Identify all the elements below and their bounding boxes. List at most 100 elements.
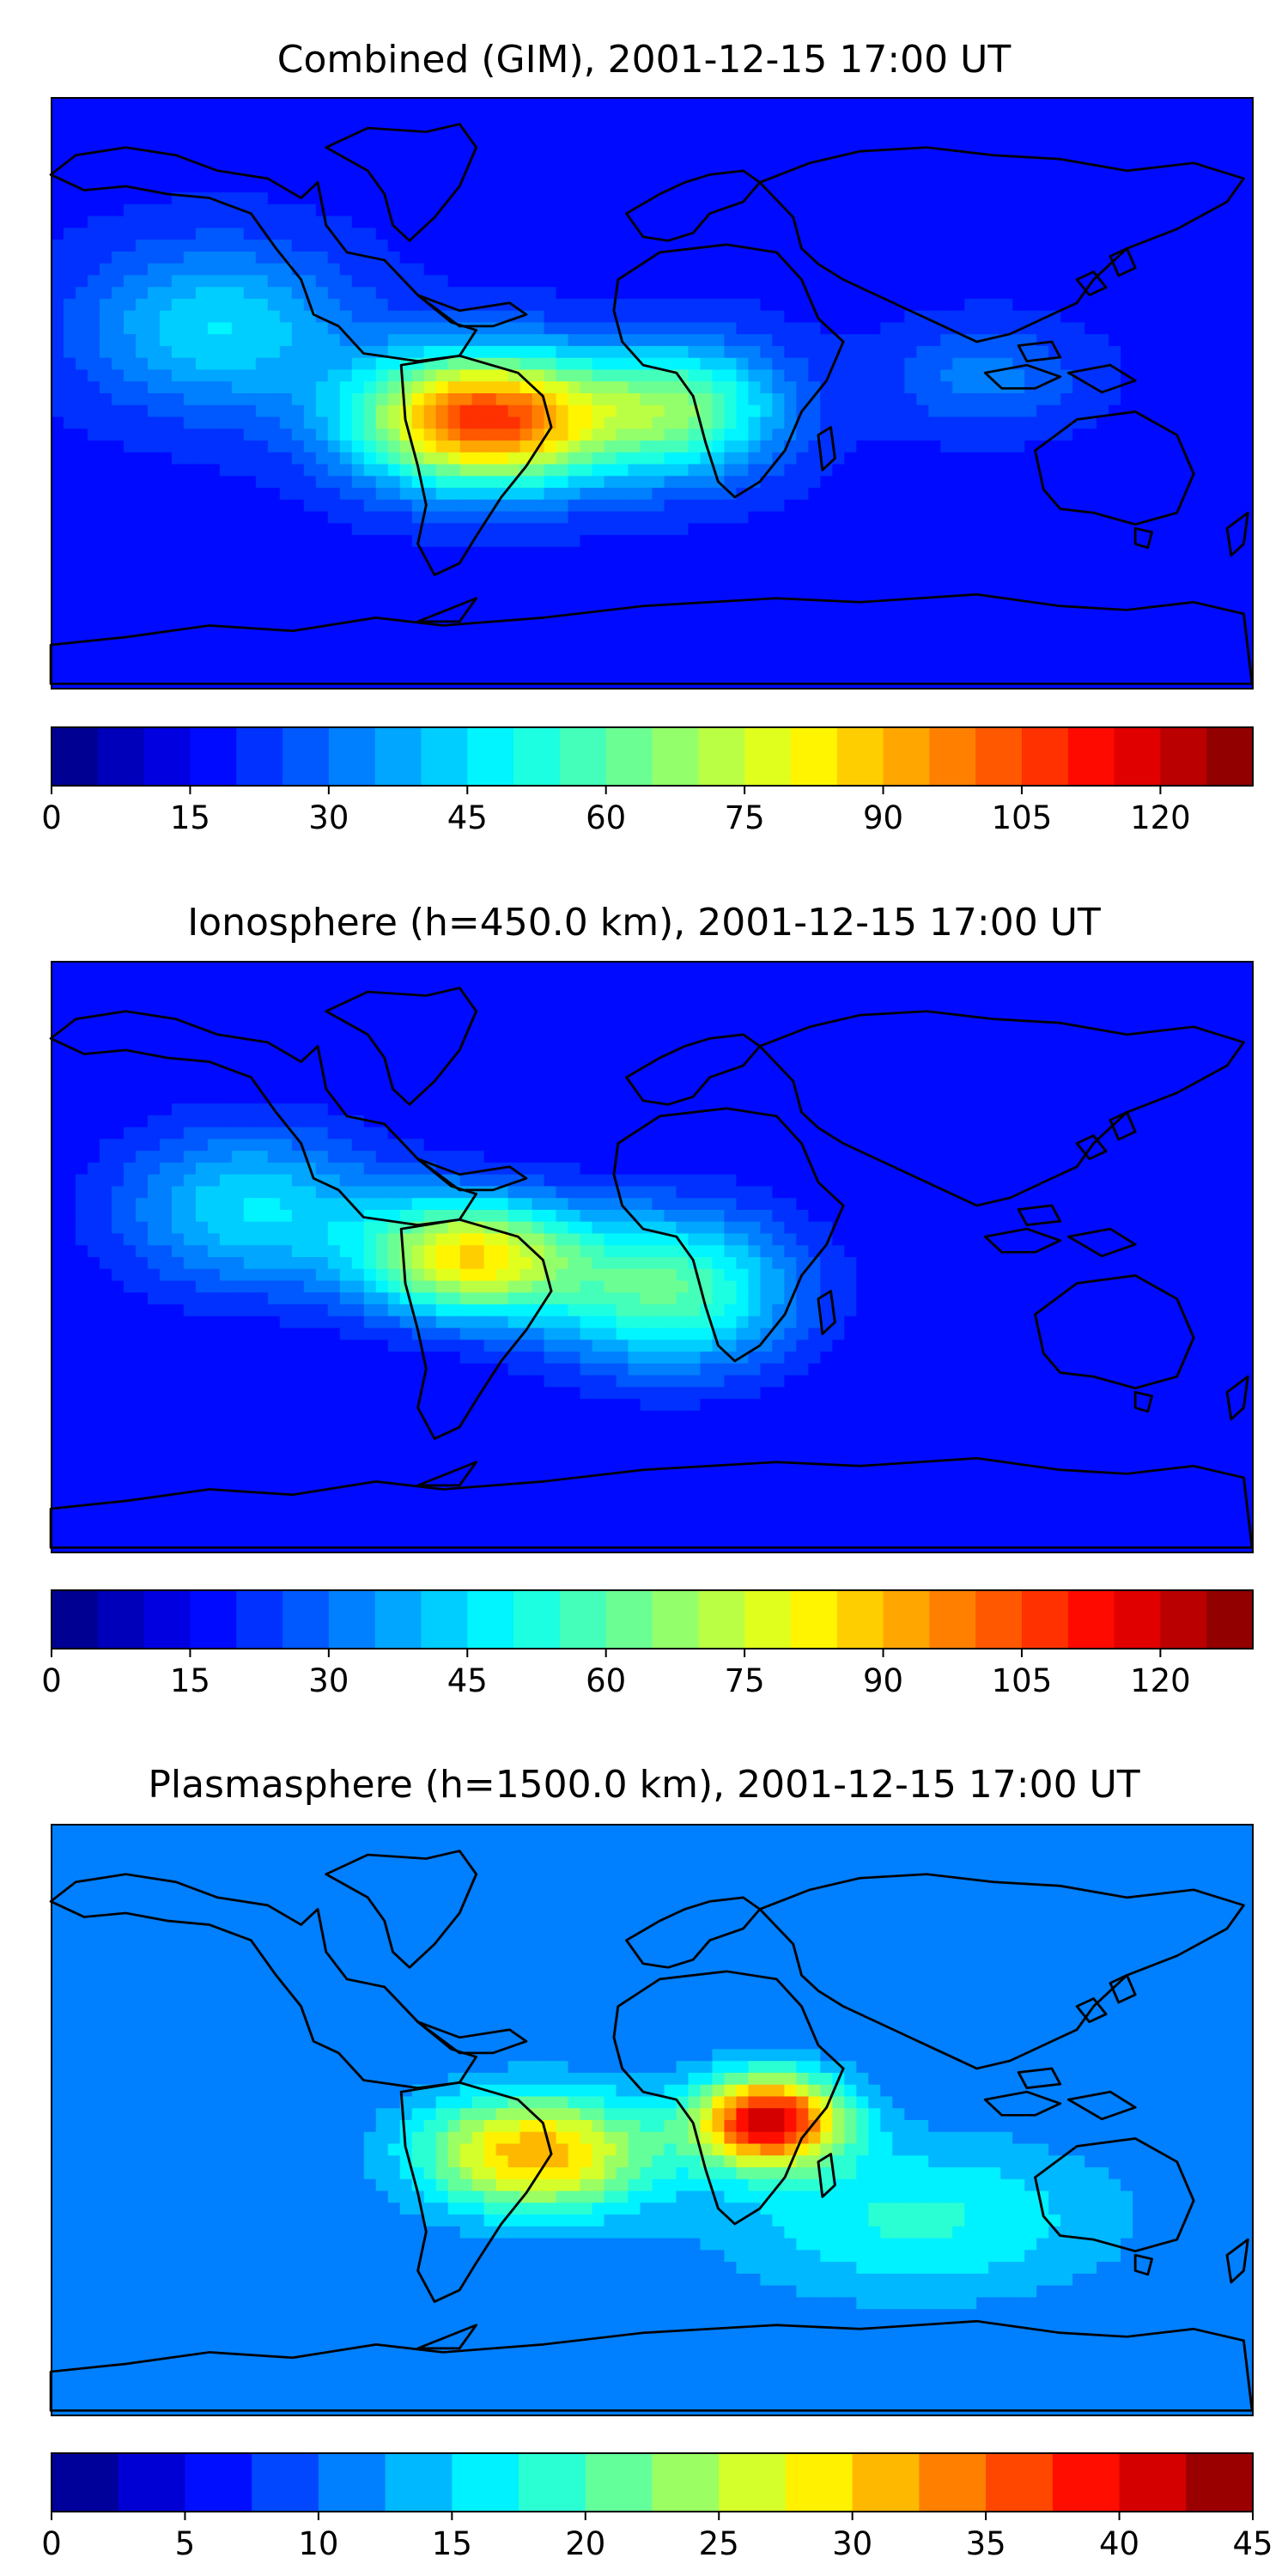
heatmap-cell: [483, 145, 497, 158]
heatmap-cell: [676, 546, 690, 560]
heatmap-cell: [1217, 381, 1230, 394]
heatmap-cell: [171, 156, 185, 170]
heatmap-cell: [544, 570, 557, 583]
heatmap-cell: [135, 393, 149, 406]
heatmap-cell: [784, 593, 797, 607]
heatmap-cell: [435, 156, 449, 170]
heatmap-cell: [1060, 558, 1073, 571]
heatmap-cell: [952, 641, 965, 654]
heatmap-cell: [243, 558, 257, 571]
heatmap-cell: [303, 452, 317, 465]
heatmap-cell: [159, 180, 173, 193]
heatmap-cell: [856, 192, 869, 205]
heatmap-cell: [135, 452, 149, 465]
heatmap-cell: [303, 240, 317, 252]
heatmap-cell: [63, 511, 76, 524]
heatmap-cell: [315, 381, 329, 394]
heatmap-cell: [255, 605, 269, 619]
heatmap-cell: [183, 287, 197, 300]
heatmap-cell: [75, 121, 88, 134]
heatmap-cell: [291, 156, 305, 170]
heatmap-cell: [760, 275, 773, 288]
heatmap-cell: [231, 121, 245, 134]
heatmap-cell: [507, 133, 521, 146]
heatmap-cell: [1097, 523, 1109, 536]
heatmap-cell: [724, 334, 738, 347]
heatmap-cell: [87, 310, 100, 324]
heatmap-cell: [748, 404, 762, 418]
heatmap-cell: [844, 404, 857, 418]
heatmap-cell: [1048, 145, 1061, 158]
heatmap-cell: [327, 605, 341, 619]
heatmap-cell: [664, 629, 677, 642]
heatmap-cell: [1181, 275, 1194, 288]
heatmap-cell: [99, 570, 112, 583]
heatmap-cell: [580, 168, 593, 181]
heatmap-cell: [1036, 404, 1049, 418]
heatmap-cell: [1060, 216, 1073, 228]
heatmap-cell: [87, 464, 100, 477]
heatmap-cell: [616, 393, 629, 406]
heatmap-cell: [519, 145, 533, 158]
heatmap-cell: [243, 629, 257, 642]
heatmap-cell: [688, 98, 702, 111]
heatmap-cell: [399, 499, 413, 513]
heatmap-cell: [519, 546, 533, 560]
heatmap-cell: [904, 440, 917, 453]
heatmap-cell: [52, 404, 64, 418]
heatmap-cell: [808, 287, 821, 300]
heatmap-cell: [952, 192, 965, 205]
heatmap-cell: [808, 570, 821, 583]
heatmap-cell: [628, 133, 641, 146]
heatmap-cell: [832, 523, 845, 536]
heatmap-cell: [1217, 393, 1230, 406]
heatmap-cell: [676, 310, 690, 324]
heatmap-cell: [63, 452, 76, 465]
heatmap-cell: [279, 488, 293, 501]
heatmap-cell: [375, 416, 389, 429]
heatmap-cell: [880, 546, 893, 560]
heatmap-cell: [592, 357, 605, 371]
heatmap-cell: [255, 511, 269, 524]
heatmap-cell: [556, 440, 569, 453]
heatmap-cell: [1133, 393, 1145, 406]
heatmap-cell: [532, 605, 545, 619]
heatmap-cell: [231, 98, 245, 111]
heatmap-cell: [87, 665, 100, 677]
heatmap-cell: [652, 168, 665, 181]
heatmap-cell: [1036, 298, 1049, 312]
heatmap-cell: [832, 168, 845, 181]
heatmap-cell: [712, 168, 726, 181]
heatmap-cell: [495, 180, 509, 193]
heatmap-cell: [159, 369, 173, 382]
heatmap-cell: [1000, 98, 1013, 111]
heatmap-cell: [976, 464, 989, 477]
heatmap-cell: [351, 204, 365, 217]
heatmap-cell: [1072, 535, 1085, 548]
heatmap-cell: [87, 511, 100, 524]
heatmap-cell: [483, 275, 497, 288]
heatmap-cell: [1072, 216, 1085, 228]
heatmap-cell: [363, 287, 377, 300]
heatmap-cell: [616, 287, 629, 300]
heatmap-cell: [75, 275, 88, 288]
heatmap-cell: [207, 546, 221, 560]
heatmap-cell: [652, 204, 665, 217]
heatmap-cell: [243, 121, 257, 134]
heatmap-cell: [880, 287, 893, 300]
heatmap-cell: [171, 416, 185, 429]
heatmap-cell: [1217, 476, 1230, 489]
heatmap-cell: [988, 204, 1001, 217]
heatmap-cell: [1109, 416, 1121, 429]
heatmap-cell: [1133, 440, 1145, 453]
heatmap-cell: [988, 464, 1001, 477]
heatmap-cell: [195, 251, 209, 264]
heatmap-cell: [1000, 452, 1013, 465]
heatmap-cell: [87, 605, 100, 619]
heatmap-cell: [1084, 617, 1097, 630]
heatmap-cell: [1169, 488, 1182, 501]
heatmap-cell: [592, 593, 605, 607]
heatmap-cell: [604, 345, 617, 359]
heatmap-cell: [820, 216, 833, 228]
heatmap-cell: [1012, 558, 1025, 571]
